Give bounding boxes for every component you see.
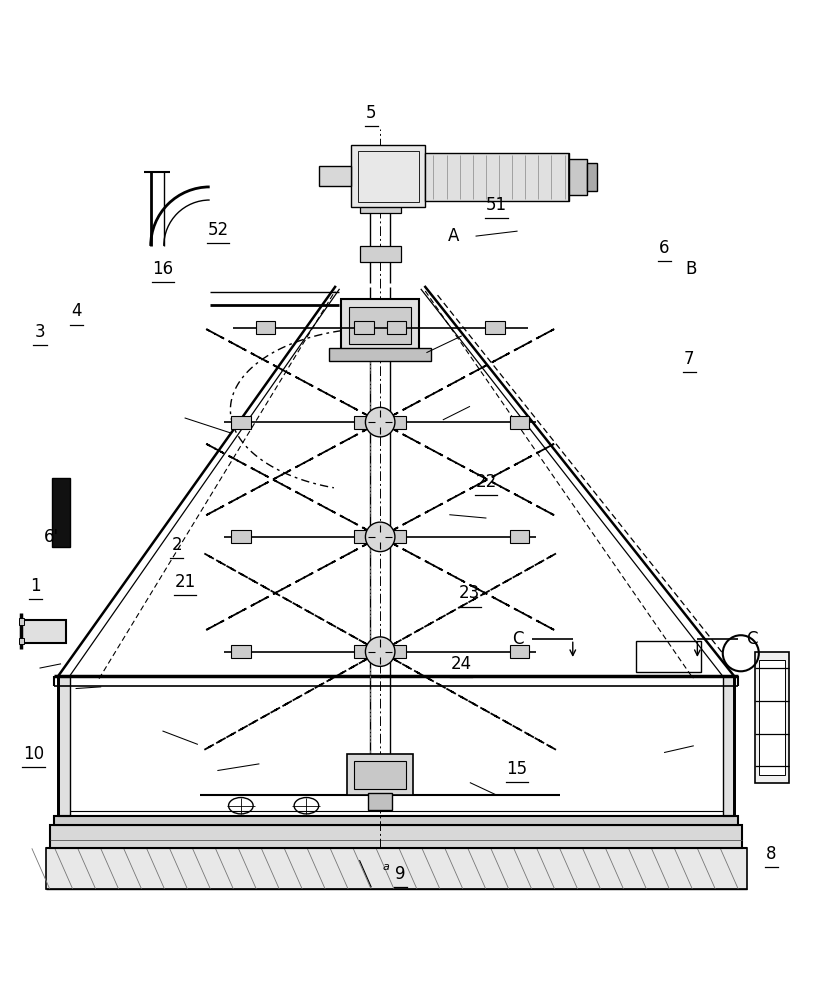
Text: C: C: [746, 630, 758, 648]
Bar: [231, 416, 250, 429]
Bar: [19, 618, 25, 625]
Bar: [342, 299, 419, 352]
Bar: [636, 641, 701, 672]
Polygon shape: [46, 848, 746, 889]
Bar: [510, 416, 530, 429]
Bar: [54, 816, 738, 825]
Bar: [50, 825, 742, 848]
Bar: [510, 530, 530, 543]
Text: 23: 23: [459, 584, 480, 602]
Circle shape: [365, 522, 395, 552]
Bar: [354, 321, 374, 334]
Text: 8: 8: [766, 845, 777, 863]
Text: A: A: [448, 227, 460, 245]
Text: 6': 6': [44, 528, 59, 546]
Text: 21: 21: [175, 573, 195, 591]
Bar: [354, 530, 374, 543]
Text: 16: 16: [153, 260, 173, 278]
Bar: [319, 166, 351, 186]
Text: a: a: [383, 862, 389, 872]
Bar: [52, 478, 70, 547]
Text: 3: 3: [34, 323, 45, 341]
Text: 51: 51: [486, 196, 507, 214]
Bar: [358, 151, 419, 202]
Bar: [759, 660, 785, 775]
Text: 6: 6: [659, 239, 670, 257]
Bar: [387, 321, 406, 334]
Text: 52: 52: [208, 221, 228, 239]
Bar: [485, 321, 505, 334]
Bar: [329, 348, 431, 361]
Bar: [425, 153, 569, 201]
Bar: [58, 676, 70, 816]
Text: 24: 24: [451, 655, 472, 673]
Bar: [19, 638, 25, 644]
Text: B: B: [685, 260, 696, 278]
Bar: [21, 620, 67, 643]
Bar: [231, 645, 250, 658]
Text: 4: 4: [71, 302, 81, 320]
Bar: [347, 754, 413, 795]
Circle shape: [365, 637, 395, 666]
Text: 7: 7: [684, 350, 695, 368]
Bar: [569, 159, 587, 195]
Text: C: C: [512, 630, 524, 648]
Bar: [354, 645, 374, 658]
Circle shape: [365, 407, 395, 437]
Text: 15: 15: [507, 760, 528, 778]
Bar: [360, 160, 401, 176]
Text: 2: 2: [172, 536, 182, 554]
Bar: [354, 761, 406, 789]
Bar: [351, 145, 425, 207]
Text: 22: 22: [475, 473, 497, 491]
Bar: [350, 307, 410, 344]
Bar: [231, 530, 250, 543]
Text: 10: 10: [23, 745, 44, 763]
Text: 5: 5: [366, 104, 376, 122]
Bar: [722, 676, 734, 816]
Bar: [387, 645, 406, 658]
Bar: [58, 676, 734, 816]
Bar: [360, 197, 401, 213]
Bar: [387, 416, 406, 429]
Bar: [754, 652, 789, 783]
Text: 9: 9: [396, 865, 406, 883]
Bar: [354, 416, 374, 429]
Bar: [255, 321, 275, 334]
Bar: [360, 246, 401, 262]
Bar: [387, 530, 406, 543]
Bar: [510, 645, 530, 658]
Bar: [368, 793, 392, 810]
Text: 1: 1: [30, 577, 40, 595]
Bar: [587, 163, 597, 191]
